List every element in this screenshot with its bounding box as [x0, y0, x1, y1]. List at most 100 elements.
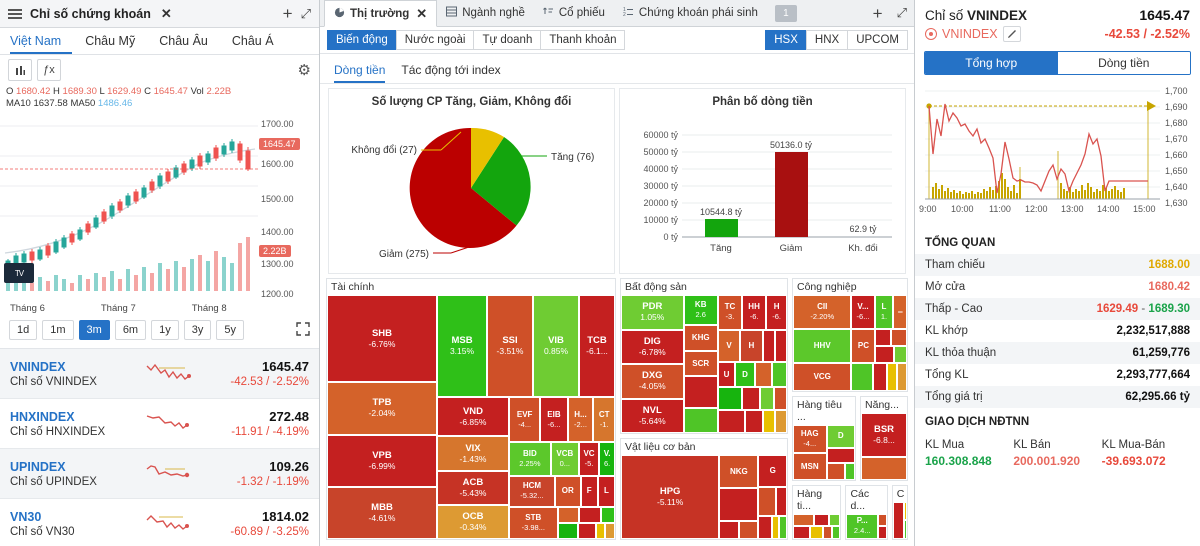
treemap-cell[interactable]: HCM -5.32... [508, 476, 555, 507]
treemap-cell[interactable] [557, 522, 579, 539]
treemap-cell[interactable] [745, 410, 763, 434]
treemap-cell[interactable] [760, 387, 774, 411]
treemap-cell[interactable] [579, 506, 602, 523]
close-icon[interactable]: ✕ [160, 5, 172, 21]
treemap-cell[interactable] [904, 520, 907, 539]
treemap-cell[interactable]: F [580, 476, 598, 507]
treemap-cell[interactable]: H... -2... [567, 397, 594, 442]
filter-nuoc-ngoai[interactable]: Nước ngoài [395, 30, 475, 50]
exchange-hnx[interactable]: HNX [805, 30, 849, 50]
expand-icon[interactable]: ⤢ [896, 5, 907, 20]
tab-badge[interactable]: 1 [774, 4, 797, 22]
treemap-cell[interactable]: CII -2.20% [793, 295, 852, 330]
treemap-cell[interactable]: H [740, 329, 763, 362]
treemap-cell[interactable] [887, 363, 898, 391]
treemap-cell[interactable]: TCB -6.1... [579, 295, 615, 398]
treemap-cell[interactable] [762, 329, 775, 362]
treemap-cell[interactable]: MSN [793, 453, 827, 480]
treemap-cell[interactable]: V [717, 329, 741, 362]
treemap-cell[interactable] [832, 526, 841, 539]
tab-chau-a[interactable]: Châu Á [231, 34, 274, 48]
treemap-cell[interactable]: VC -5. [578, 441, 600, 477]
treemap-cell[interactable] [754, 361, 773, 388]
exchange-hsx[interactable]: HSX [765, 30, 807, 50]
treemap-cell[interactable]: KB 2.6 [683, 295, 718, 326]
treemap-cell[interactable]: OR [554, 476, 581, 507]
treemap-cell[interactable] [762, 410, 775, 434]
treemap-cell[interactable] [873, 363, 888, 391]
treemap-cell[interactable]: L [597, 476, 615, 507]
tab-chau-au[interactable]: Châu Âu [159, 34, 208, 48]
treemap-cell[interactable] [826, 447, 856, 463]
treemap-cell[interactable] [601, 506, 615, 523]
menu-icon[interactable] [8, 8, 22, 19]
treemap-cell[interactable]: TPB -2.04% [327, 382, 437, 435]
treemap-cell[interactable] [775, 486, 787, 516]
treemap-cell[interactable]: VPB -6.99% [327, 434, 437, 487]
treemap-cell[interactable] [758, 486, 776, 516]
treemap-cell[interactable]: G [758, 455, 787, 487]
treemap-cell[interactable]: MBB -4.61% [327, 486, 437, 539]
treemap-cell[interactable]: KHG [683, 325, 718, 351]
treemap-cell[interactable]: − [893, 295, 907, 330]
treemap-cell[interactable] [810, 526, 823, 539]
candlestick-chart[interactable]: TV 1700.00 1600.00 1500.00 1400.00 1300.… [0, 111, 319, 301]
treemap-cell[interactable] [877, 513, 887, 527]
intraday-chart[interactable]: 1,700 1,690 1,680 1,670 1,660 1,650 1,64… [915, 79, 1200, 229]
gear-icon[interactable]: ⚙ [297, 62, 311, 79]
treemap-cell[interactable] [683, 407, 718, 434]
treemap-cell[interactable]: SHB -6.76% [327, 295, 437, 383]
treemap-cell[interactable] [851, 363, 874, 391]
range-6m[interactable]: 6m [114, 320, 147, 340]
treemap-cell[interactable] [772, 361, 787, 388]
treemap-cell[interactable]: OCB -0.34% [437, 504, 509, 539]
treemap-cell[interactable]: HH -6. [742, 295, 767, 330]
treemap-cell[interactable] [738, 520, 759, 540]
treemap-cell[interactable]: VND -6.85% [437, 397, 509, 437]
add-tab-icon[interactable]: + [282, 4, 293, 23]
treemap-cell[interactable] [814, 513, 829, 527]
treemap-cell[interactable] [719, 520, 739, 540]
treemap-cell[interactable] [779, 515, 787, 539]
treemap-cell[interactable] [793, 513, 815, 527]
treemap-cell[interactable]: NVL -5.64% [621, 398, 684, 434]
treemap-cell[interactable]: H -6. [766, 295, 787, 330]
treemap-cell[interactable]: EVF -4... [508, 397, 541, 442]
filter-bien-dong[interactable]: Biến động [327, 30, 397, 50]
range-3m[interactable]: 3m [78, 320, 110, 340]
list-item[interactable]: HNXINDEX Chỉ số HNXINDEX 272.48 -11.91 /… [0, 399, 319, 449]
treemap-cell[interactable] [742, 387, 761, 411]
treemap-cell[interactable]: VCG [793, 363, 852, 391]
treemap-cell[interactable] [861, 456, 907, 480]
treemap-cell[interactable] [875, 346, 894, 364]
treemap-cell[interactable]: SCR [683, 350, 718, 377]
treemap-cell[interactable]: MSB 3.15% [437, 295, 487, 398]
fx-icon[interactable]: ƒx [37, 59, 61, 81]
exchange-upcom[interactable]: UPCOM [847, 30, 908, 50]
tab-chau-my[interactable]: Châu Mỹ [85, 34, 136, 48]
treemap-cell[interactable]: V... -6... [851, 295, 875, 330]
range-1m[interactable]: 1m [42, 320, 74, 340]
treemap-cell[interactable] [717, 387, 743, 411]
treemap-cell[interactable]: CT -1. [593, 397, 615, 442]
treemap-cell[interactable] [771, 515, 780, 539]
filter-tu-doanh[interactable]: Tự doanh [473, 30, 542, 50]
treemap-cell[interactable]: SSI -3.51% [487, 295, 533, 398]
treemap-cell[interactable]: BID 2.25% [508, 441, 551, 477]
list-item[interactable]: UPINDEX Chỉ số UPINDEX 109.26 -1.32 / -1… [0, 449, 319, 499]
subtab-tac-dong-toi-index[interactable]: Tác động tới index [401, 63, 501, 77]
tab-thi-truong[interactable]: Thị trường ✕ [324, 0, 438, 27]
treemap-cell[interactable] [557, 506, 580, 523]
treemap-cell[interactable]: VIB 0.85% [533, 295, 579, 398]
treemap-cell[interactable]: EIB -6... [540, 397, 568, 442]
treemap-cell[interactable]: HPG -5.11% [621, 455, 720, 539]
treemap-cell[interactable]: D [826, 424, 856, 448]
treemap-cell[interactable]: DXG -4.05% [621, 364, 684, 399]
treemap-cell[interactable] [893, 346, 907, 364]
range-1y[interactable]: 1y [151, 320, 179, 340]
treemap-cell[interactable] [891, 329, 907, 347]
treemap-cell[interactable] [904, 501, 907, 521]
treemap-cell[interactable]: U [717, 361, 736, 388]
toggle-tong-hop[interactable]: Tổng hợp [925, 52, 1058, 74]
